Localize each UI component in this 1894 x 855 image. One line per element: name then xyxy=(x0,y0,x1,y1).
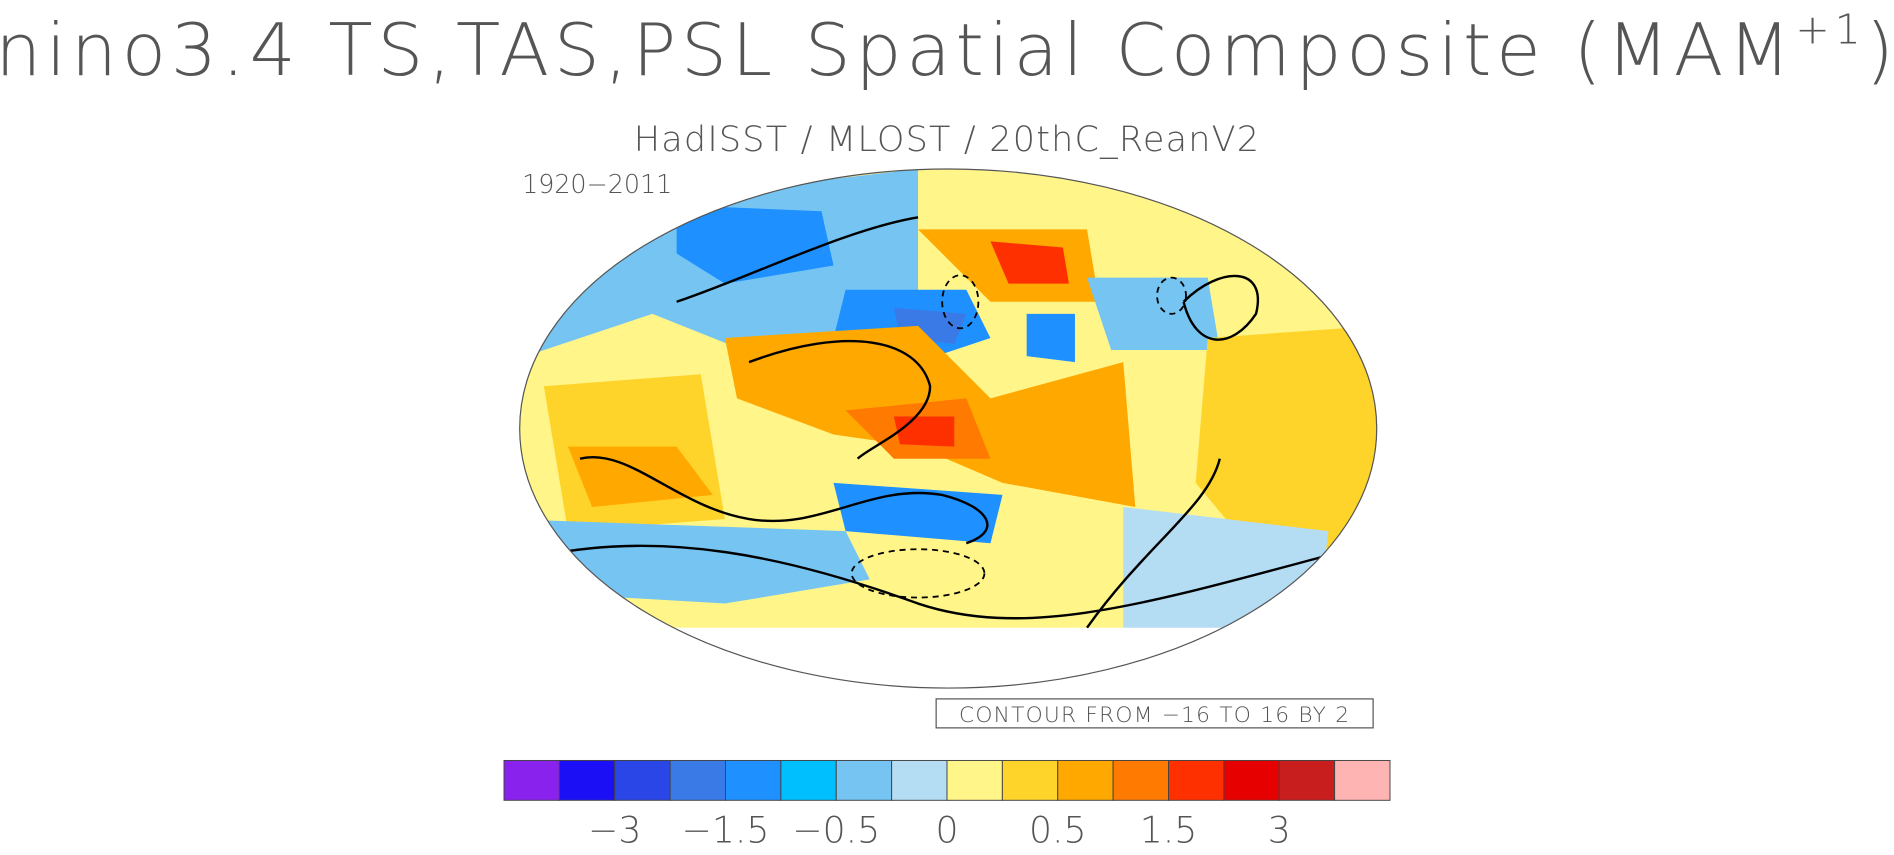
period: 1920−2011 xyxy=(522,169,672,199)
colorbar-swatch xyxy=(1057,759,1114,801)
title: nino3.4 TS,TAS,PSL Spatial Composite (MA… xyxy=(0,5,1894,92)
colorbar-swatch xyxy=(1168,759,1225,801)
colorbar-label: −1.5 xyxy=(682,809,770,851)
map-border xyxy=(519,168,1378,689)
colorbar-swatch xyxy=(1112,759,1169,801)
colorbar: −3 −1.5 −0.5 0 0.5 1.5 3 xyxy=(503,759,1391,852)
colorbar-swatch xyxy=(1001,759,1059,801)
colorbar-swatch xyxy=(1223,759,1280,801)
contour-note: CONTOUR FROM −16 TO 16 BY 2 xyxy=(959,703,1350,728)
contour-box xyxy=(935,698,1374,729)
colorbar-label: 0 xyxy=(935,809,958,851)
colorbar-swatch xyxy=(558,759,616,801)
subtitle: HadISST / MLOST / 20thC_ReanV2 xyxy=(634,120,1261,160)
title-main: nino3.4 TS,TAS,PSL Spatial Composite (MA… xyxy=(0,9,1795,93)
colorbar-swatch xyxy=(1334,759,1391,801)
colorbar-label: 0.5 xyxy=(1029,809,1087,851)
colorbar-label: 3 xyxy=(1268,809,1291,851)
colorbar-label: −0.5 xyxy=(792,809,880,851)
colorbar-swatch xyxy=(891,759,948,801)
colorbar-swatch xyxy=(725,759,782,801)
colorbar-swatch xyxy=(1278,759,1336,801)
colorbar-swatch xyxy=(780,759,837,801)
map xyxy=(519,168,1377,689)
colorbar-swatch xyxy=(503,759,560,801)
title-close: ) xyxy=(1866,9,1894,93)
colorbar-swatch xyxy=(946,759,1003,801)
title-superscript: +1 xyxy=(1795,5,1865,53)
colorbar-label: 1.5 xyxy=(1140,809,1198,851)
colorbar-label: −3 xyxy=(588,809,641,851)
colorbar-swatch xyxy=(614,759,671,801)
colorbar-swatch xyxy=(669,759,726,801)
colorbar-swatch xyxy=(835,759,893,801)
